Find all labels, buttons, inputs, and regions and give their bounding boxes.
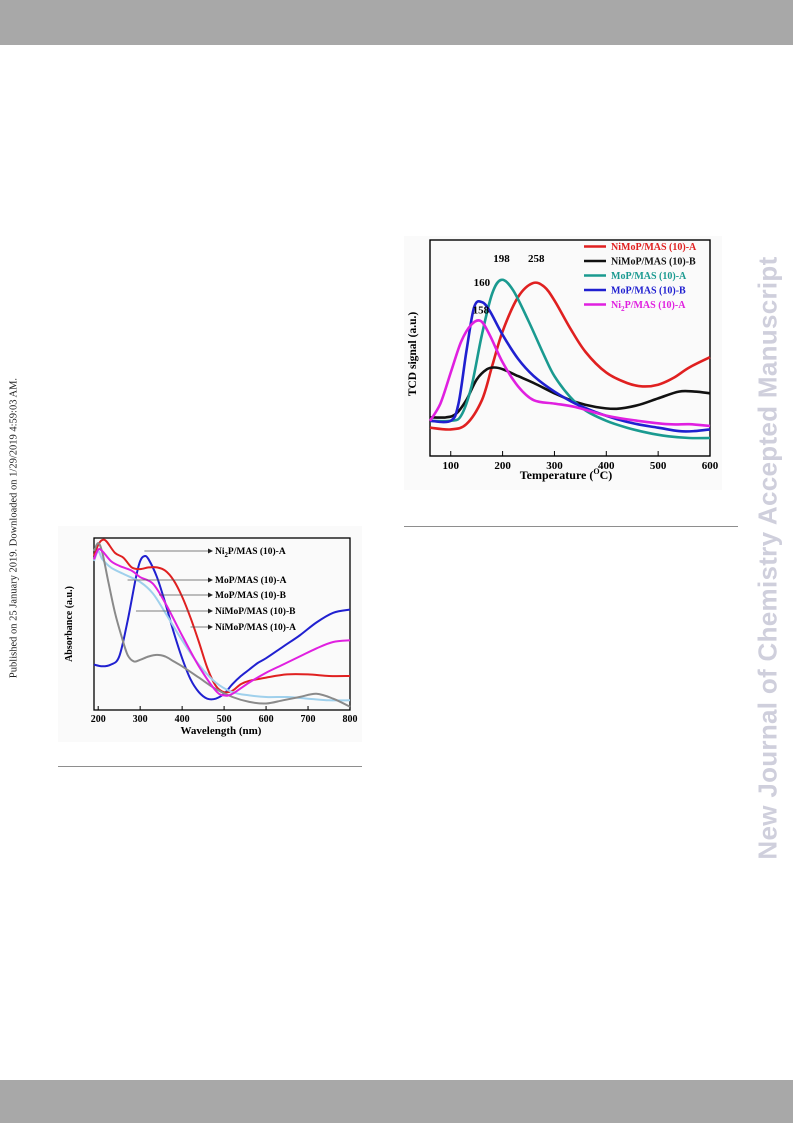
publication-note: Published on 25 January 2019. Downloaded…	[8, 377, 20, 679]
uv-x-axis-label: Wavelength (nm)	[181, 725, 262, 737]
tpr-x-axis-label: Temperature (OC)	[520, 467, 613, 482]
uv-x-tick-label: 300	[133, 714, 148, 725]
tpr-series-line	[429, 299, 711, 433]
tpr-x-tick-label: 600	[702, 460, 719, 472]
uv-series-label: Ni2P/MAS (10)-A	[215, 546, 286, 559]
uv-series-label: NiMoP/MAS (10)-A	[215, 622, 296, 633]
top-header-band	[0, 0, 793, 45]
tpr-series-line	[429, 278, 711, 440]
uv-x-tick-label: 800	[343, 714, 358, 725]
uv-series-line	[93, 554, 351, 701]
uv-x-tick-label: 200	[91, 714, 106, 725]
tpr-x-tick-label: 500	[650, 460, 667, 472]
uv-annotation-arrow	[208, 548, 213, 554]
uv-vis-figure: Absorbance (a.u.) Wavelength (nm) 200 300…	[58, 526, 362, 742]
tpr-x-tick-label: 200	[494, 460, 511, 472]
uv-x-tick-label: 400	[175, 714, 190, 725]
uv-annotation-arrow	[208, 577, 213, 583]
tpr-peak-label: 158	[473, 305, 490, 317]
uv-series-label: MoP/MAS (10)-B	[215, 590, 287, 601]
uv-plot-frame	[93, 537, 351, 711]
tpr-legend-label: MoP/MAS (10)-B	[611, 286, 686, 297]
uv-annotation-arrow	[208, 624, 213, 630]
uv-series-line	[93, 538, 351, 694]
tpr-series-line	[429, 366, 711, 419]
tpr-x-tick-label: 100	[442, 460, 459, 472]
uv-series-line	[93, 548, 351, 697]
tpr-legend-label: MoP/MAS (10)-A	[611, 271, 687, 282]
uv-series-line	[93, 542, 351, 708]
right-divider-rule	[404, 526, 738, 527]
uv-vis-chart: Absorbance (a.u.) Wavelength (nm) 200 300…	[64, 537, 358, 737]
tpr-series-line	[428, 319, 711, 428]
uv-annotation-arrow	[208, 592, 213, 598]
tpr-x-tick-label: 400	[598, 460, 615, 472]
uv-series-label: NiMoP/MAS (10)-B	[215, 606, 296, 617]
tpr-figure: TCD signal (a.u.) Temperature (OC) 100 20…	[404, 236, 722, 490]
tpr-peak-label: 160	[474, 277, 491, 289]
uv-y-axis-label: Absorbance (a.u.)	[64, 586, 75, 662]
uv-x-tick-label: 600	[259, 714, 274, 725]
uv-annotation-arrow	[208, 608, 213, 614]
left-divider-rule	[58, 766, 362, 767]
tpr-x-tick-label: 300	[546, 460, 563, 472]
tpr-legend-label: Ni2P/MAS (10)-A	[611, 300, 686, 313]
tpr-peak-label: 258	[528, 253, 545, 265]
uv-x-tick-label: 500	[217, 714, 232, 725]
tpr-y-axis-label: TCD signal (a.u.)	[407, 312, 419, 397]
uv-series-label: MoP/MAS (10)-A	[215, 575, 287, 586]
tpr-chart: TCD signal (a.u.) Temperature (OC) 100 20…	[407, 239, 719, 482]
journal-watermark: New Journal of Chemistry Accepted Manusc…	[752, 256, 783, 860]
tpr-peak-label: 198	[493, 253, 510, 265]
tpr-series-line	[429, 281, 711, 431]
tpr-legend-label: NiMoP/MAS (10)-A	[611, 242, 697, 253]
uv-x-tick-label: 700	[301, 714, 316, 725]
tpr-plot-frame	[429, 239, 711, 457]
bottom-footer-band	[0, 1080, 793, 1123]
tpr-legend-label: NiMoP/MAS (10)-B	[611, 257, 696, 268]
